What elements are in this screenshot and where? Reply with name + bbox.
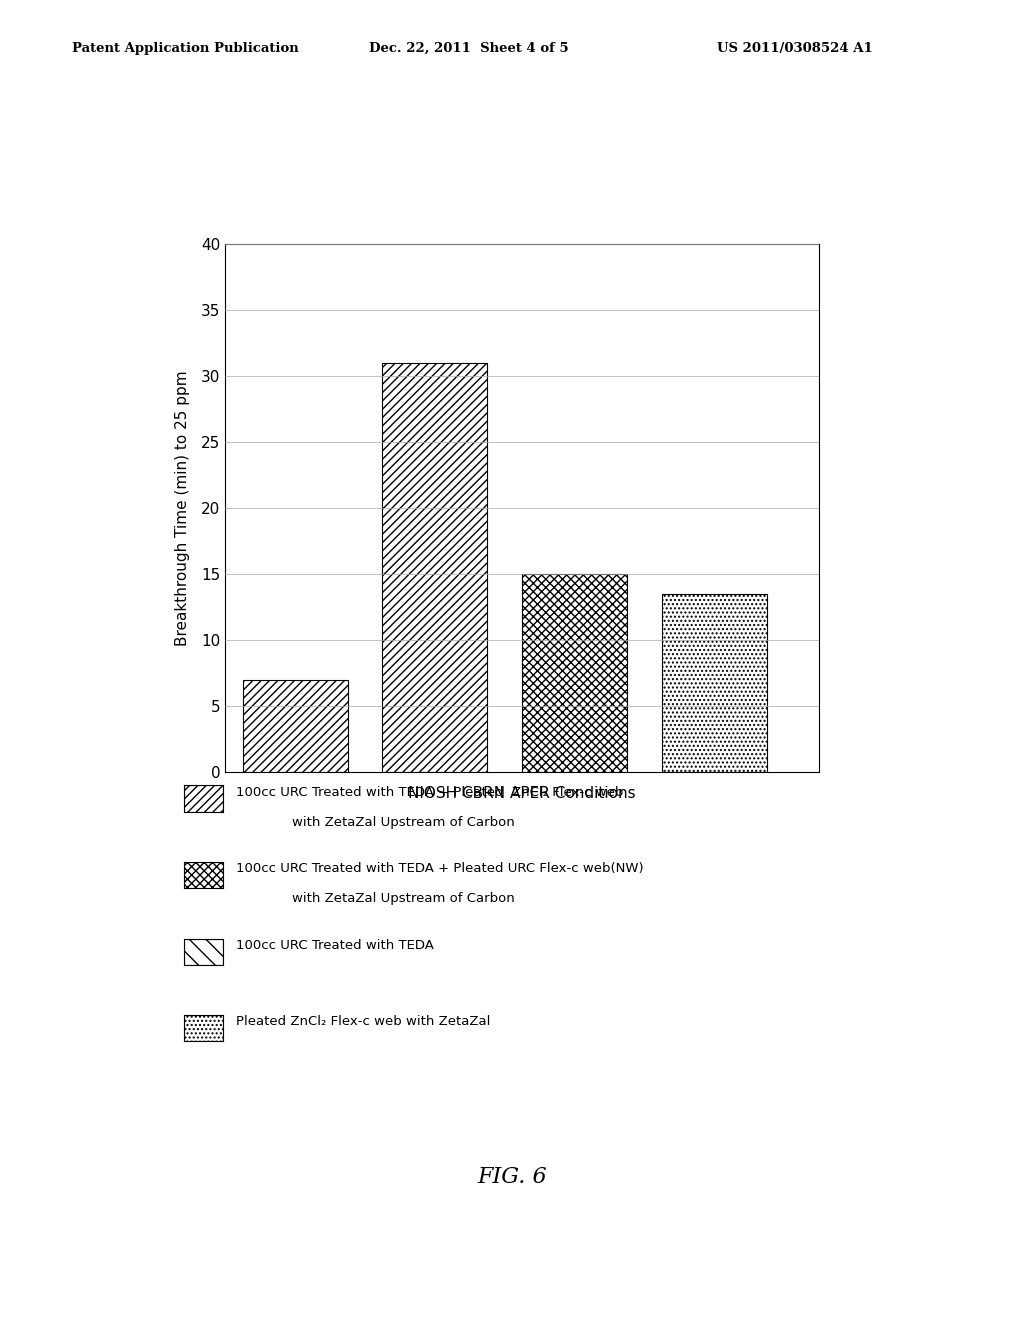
X-axis label: NIOSH CBRN APER Conditions: NIOSH CBRN APER Conditions <box>409 787 636 801</box>
Bar <box>383 363 487 772</box>
Text: 100cc URC Treated with TEDA + Pleated  ZnCl₂ Flex-c web: 100cc URC Treated with TEDA + Pleated Zn… <box>236 785 623 799</box>
Text: FIG. 6: FIG. 6 <box>477 1167 547 1188</box>
Text: US 2011/0308524 A1: US 2011/0308524 A1 <box>717 42 872 55</box>
Text: Pleated ZnCl₂ Flex-c web with ZetaZal: Pleated ZnCl₂ Flex-c web with ZetaZal <box>236 1015 489 1028</box>
Text: with ZetaZal Upstream of Carbon: with ZetaZal Upstream of Carbon <box>292 892 515 906</box>
Text: with ZetaZal Upstream of Carbon: with ZetaZal Upstream of Carbon <box>292 816 515 829</box>
Bar <box>662 594 767 772</box>
Bar <box>522 574 627 772</box>
Text: Dec. 22, 2011  Sheet 4 of 5: Dec. 22, 2011 Sheet 4 of 5 <box>369 42 568 55</box>
Y-axis label: Breakthrough Time (min) to 25 ppm: Breakthrough Time (min) to 25 ppm <box>175 371 189 645</box>
Text: 100cc URC Treated with TEDA + Pleated URC Flex-c web(NW): 100cc URC Treated with TEDA + Pleated UR… <box>236 862 643 875</box>
Bar <box>243 680 347 772</box>
Text: Patent Application Publication: Patent Application Publication <box>72 42 298 55</box>
Text: 100cc URC Treated with TEDA: 100cc URC Treated with TEDA <box>236 939 433 952</box>
